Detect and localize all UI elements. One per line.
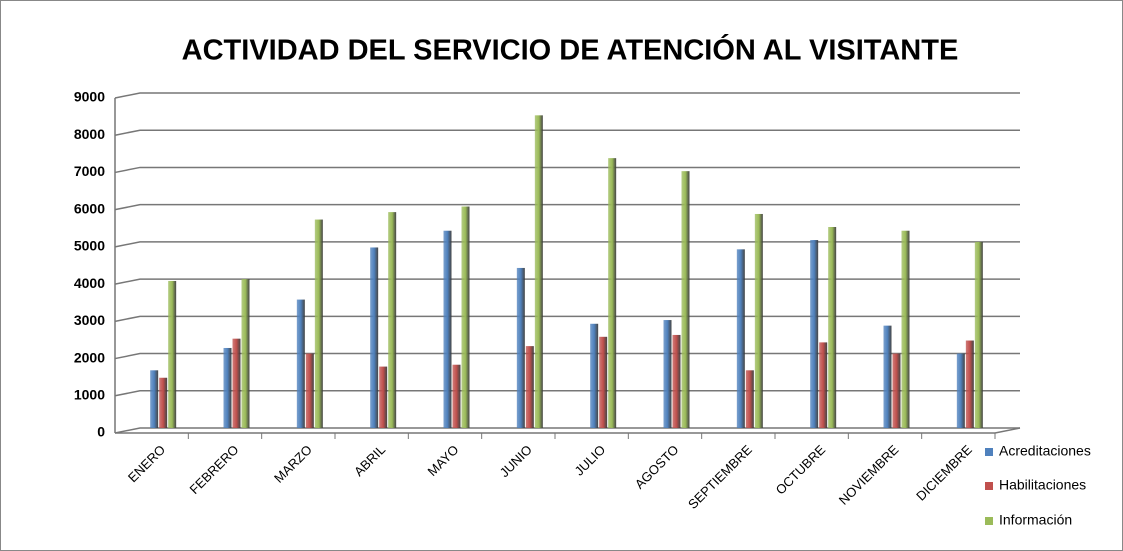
bar — [590, 323, 599, 428]
y-tick-label: 5000 — [74, 238, 105, 254]
legend-swatch — [985, 517, 993, 525]
grid-line — [114, 352, 1020, 360]
bar — [452, 364, 461, 428]
bar — [534, 115, 543, 428]
bar — [241, 279, 250, 428]
y-tick-label: 1000 — [74, 386, 105, 402]
bar — [159, 377, 168, 428]
bar — [810, 240, 819, 428]
grid-line — [114, 129, 1020, 136]
y-tick-label: 3000 — [74, 312, 105, 328]
grid-line — [114, 390, 1020, 397]
bar — [672, 334, 681, 428]
bar — [965, 340, 974, 428]
bar — [663, 320, 672, 428]
y-tick-label: 0 — [97, 424, 105, 440]
bar — [296, 299, 305, 428]
legend-label: Información — [999, 512, 1072, 528]
bar — [461, 206, 470, 428]
bar — [525, 346, 534, 428]
grid-line — [114, 166, 1020, 174]
bar — [388, 212, 397, 428]
grid-line — [114, 427, 1020, 434]
bar — [379, 366, 388, 428]
bar — [516, 267, 525, 428]
grid-line — [114, 278, 1020, 285]
bar — [956, 353, 965, 428]
grid-line — [114, 92, 1020, 99]
bar — [974, 241, 983, 428]
chart-title: ACTIVIDAD DEL SERVICIO DE ATENCIÓN AL VI… — [182, 33, 959, 67]
y-tick-label: 2000 — [74, 349, 105, 365]
bar — [901, 230, 910, 428]
bar — [892, 353, 901, 428]
bar — [305, 353, 314, 428]
y-tick-label: 7000 — [74, 163, 105, 179]
bar — [443, 230, 452, 428]
bar — [599, 336, 608, 428]
bar — [681, 171, 690, 428]
bar — [370, 247, 379, 428]
bar — [883, 325, 892, 428]
bar — [150, 370, 159, 428]
legend-label: Acreditaciones — [999, 443, 1091, 459]
legend-label: Habilitaciones — [999, 477, 1086, 493]
legend-swatch — [985, 482, 993, 490]
grid-line — [114, 315, 1020, 323]
bar — [232, 338, 241, 428]
bar — [736, 249, 745, 428]
bar — [314, 219, 323, 428]
y-tick-label: 8000 — [74, 126, 105, 142]
grid-line — [114, 241, 1020, 248]
grid-line — [114, 203, 1020, 211]
bar — [828, 227, 837, 428]
bar — [745, 370, 754, 428]
legend-swatch — [985, 448, 993, 456]
bar — [223, 347, 232, 428]
bar — [608, 158, 617, 428]
bar — [168, 280, 177, 428]
y-tick-label: 9000 — [74, 89, 105, 105]
y-tick-label: 4000 — [74, 275, 105, 291]
y-tick-label: 6000 — [74, 200, 105, 216]
bar — [819, 342, 828, 428]
bar — [754, 213, 763, 428]
